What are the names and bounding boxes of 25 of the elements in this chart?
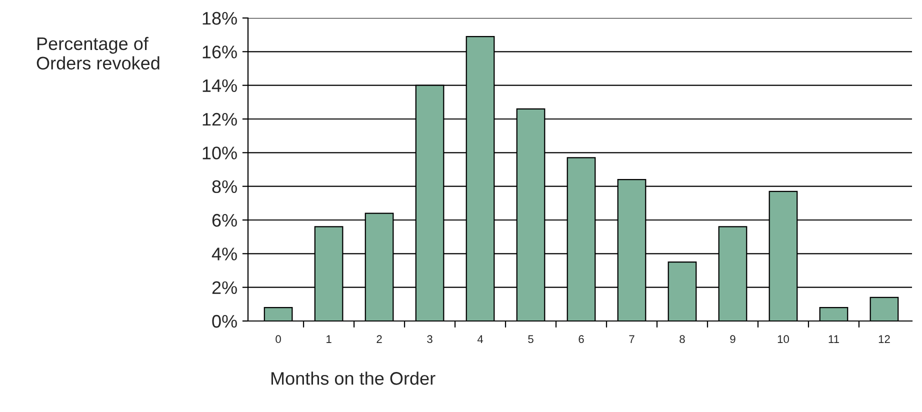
x-axis-title: Months on the Order <box>271 372 436 385</box>
y-tick-label: 16% <box>202 46 237 58</box>
x-tick-label: 7 <box>629 335 634 343</box>
x-tick-label: 8 <box>680 335 685 344</box>
x-tick-label: 2 <box>376 335 382 343</box>
y-tick-label: 8% <box>212 180 237 194</box>
x-tick-label: 4 <box>477 335 484 343</box>
y-tick-label: 14% <box>202 79 237 92</box>
x-tick-label: 0 <box>276 335 281 344</box>
x-tick-label: 6 <box>578 335 584 344</box>
y-axis-title: Percentage of Orders revoked <box>36 36 160 70</box>
x-tick-label: 5 <box>528 335 534 344</box>
x-tick-label: 9 <box>730 335 736 344</box>
y-tick-label: 12% <box>202 112 237 126</box>
y-tick-label: 2% <box>212 281 237 294</box>
x-tick-label: 3 <box>427 335 432 344</box>
x-tick-label: 11 <box>828 335 839 343</box>
x-tick-label: 10 <box>778 335 789 344</box>
y-tick-label: 18% <box>202 12 237 25</box>
x-tick-label: 12 <box>878 335 890 343</box>
y-tick-label: 4% <box>212 248 237 260</box>
y-tick-label: 6% <box>212 214 237 227</box>
x-tick-label: 1 <box>326 335 332 343</box>
y-tick-label: 10% <box>202 146 237 160</box>
y-tick-label: 0% <box>212 314 237 328</box>
